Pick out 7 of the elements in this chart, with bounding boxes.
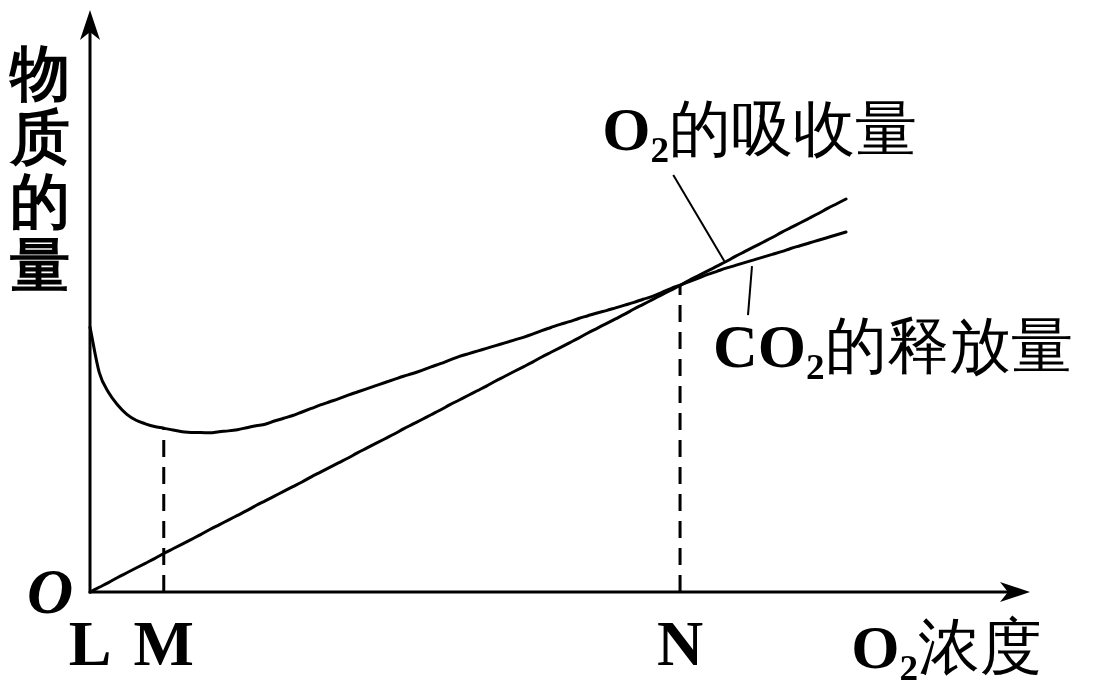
x-tick-label: N (656, 608, 704, 679)
series-label: O₂的吸收量 (602, 95, 918, 163)
x-tick-label: L (68, 608, 112, 679)
y-axis-title: 物质的量 (8, 41, 70, 299)
x-axis-title: O₂浓度 (851, 613, 1042, 681)
series-label: CO₂的释放量 (713, 312, 1073, 381)
x-tick-label: M (133, 608, 194, 679)
